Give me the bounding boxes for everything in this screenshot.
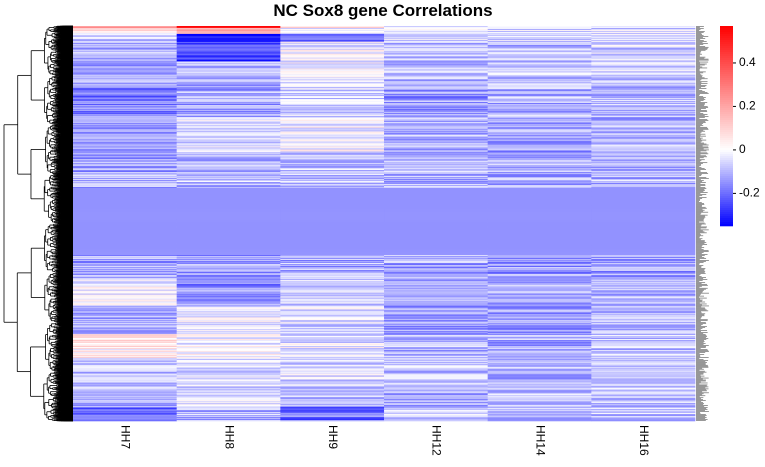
chart-title: NC Sox8 gene Correlations <box>273 1 492 20</box>
heatmap-cells <box>73 26 695 421</box>
